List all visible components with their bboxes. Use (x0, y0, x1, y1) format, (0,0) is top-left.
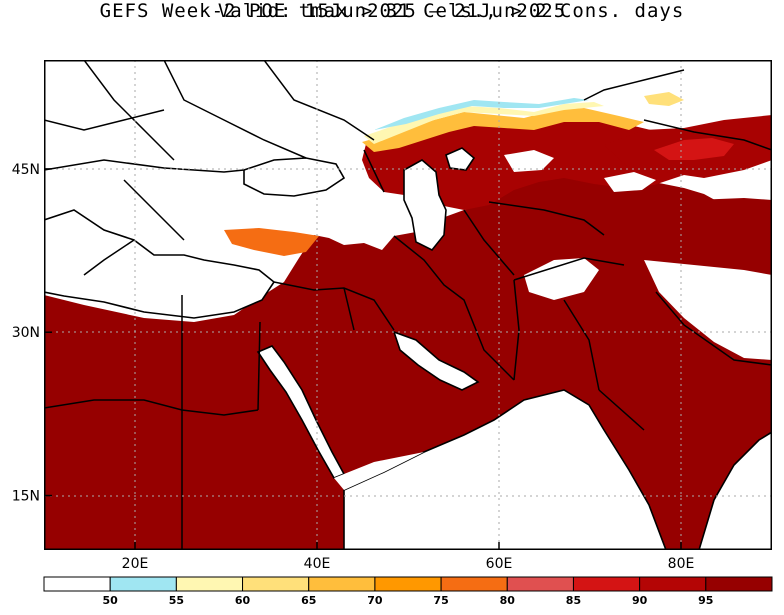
title-line-1: GEFS Week-2 POE tmax > 31 Cels., > 2 Con… (99, 0, 685, 22)
probability-map (44, 60, 772, 550)
colorbar-label: 70 (367, 594, 383, 607)
prob-region-tibet (639, 198, 772, 265)
lat-lon-grid (44, 60, 772, 550)
colorbar-swatch (572, 576, 641, 592)
colorbar-label: 90 (632, 594, 648, 607)
persian-gulf (392, 330, 480, 391)
colorbar-swatch (374, 576, 442, 592)
lon-tick-label: 40E (304, 556, 331, 572)
lon-tick-label: 20E (122, 556, 149, 572)
bay-of-bengal (698, 431, 772, 550)
colorbar-swatch (175, 576, 244, 592)
caspian-sea (403, 159, 447, 252)
colorbar-swatch (109, 576, 177, 592)
colorbar-swatch (506, 576, 574, 592)
colorbar-swatch (440, 576, 508, 592)
colorbar-label: 65 (301, 594, 316, 607)
colorbar-swatch (705, 576, 773, 592)
prob-edge-north-orange (362, 108, 644, 152)
colorbar-swatch (639, 576, 707, 592)
prob-hole-tien-shan (604, 172, 656, 192)
prob-edge-mongolia (644, 92, 684, 106)
prob-hole-himalaya (644, 260, 772, 360)
country-borders (44, 60, 772, 550)
lat-tick-label: 15N (12, 489, 40, 505)
colorbar-label: 50 (103, 594, 119, 607)
prob-edge-north-cyan (374, 98, 589, 130)
colorbar-swatch (242, 576, 310, 592)
title-line-2: Valid: 15Jun2025 – 21Jun2025 (217, 0, 567, 22)
colorbar-swatch (308, 576, 376, 592)
colorbar-label: 55 (169, 594, 184, 607)
prob-hole-afghanistan (524, 258, 599, 300)
colorbar-label: 95 (698, 594, 713, 607)
arabian-sea (343, 389, 667, 550)
colorbar-label: 80 (500, 594, 516, 607)
colorbar-label: 75 (433, 594, 448, 607)
aral-sea (445, 147, 476, 171)
prob-edge-north-light (364, 102, 604, 144)
black-sea (243, 157, 346, 197)
prob-edge-turkey (224, 228, 319, 256)
prob-edge-mongolia-red (654, 138, 734, 160)
colorbar-label: 60 (235, 594, 251, 607)
colorbar-label: 85 (566, 594, 581, 607)
lon-tick-label: 80E (668, 556, 695, 572)
prob-hole-kazakhstan (504, 150, 554, 172)
mediterranean-sea (44, 209, 276, 319)
lon-tick-label: 60E (486, 556, 513, 572)
colorbar-swatch (43, 576, 111, 592)
gulf-of-aden (334, 452, 424, 490)
lat-tick-label: 30N (12, 325, 40, 341)
lat-tick-label: 45N (12, 162, 40, 178)
